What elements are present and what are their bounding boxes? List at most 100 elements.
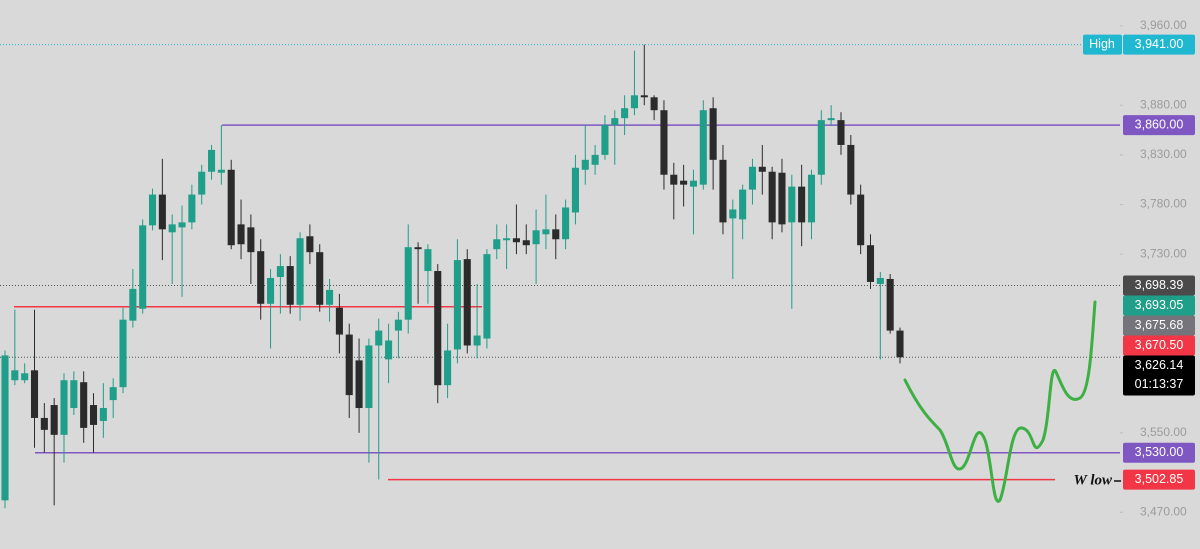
price-badge — [1123, 275, 1195, 296]
candle-body — [89, 405, 98, 425]
candle-body — [847, 144, 855, 195]
candle-body — [70, 380, 78, 409]
candle-body — [876, 277, 884, 284]
candle-body — [522, 240, 530, 246]
name-badge — [1083, 34, 1122, 55]
candle-body — [552, 229, 560, 240]
price-badge — [1123, 355, 1195, 396]
candle-body — [267, 277, 275, 304]
candle-body — [817, 120, 825, 175]
candle-body — [257, 251, 265, 304]
candle-body — [503, 238, 511, 241]
annotation: W low — [1074, 472, 1113, 488]
candle-body — [168, 224, 176, 233]
candle-body — [99, 408, 107, 421]
y-tick-label: 3,960.00 — [1140, 18, 1187, 32]
candle-body — [80, 382, 88, 428]
candle-body — [640, 95, 648, 98]
price-badge — [1123, 442, 1195, 463]
candles-layer — [1, 44, 904, 509]
candle-body — [60, 380, 68, 435]
countdown: 01:13:37 — [1135, 377, 1184, 391]
candle-body — [227, 169, 235, 246]
y-tick-label: 3,780.00 — [1140, 197, 1187, 211]
candle-body — [896, 330, 904, 358]
candle-body — [798, 186, 806, 223]
candle-body — [768, 171, 776, 223]
candle-body — [414, 247, 422, 250]
candle-body — [424, 249, 432, 272]
candle-body — [453, 260, 461, 350]
name-badge-label: High — [1089, 37, 1115, 51]
price-badge-label: 3,670.50 — [1135, 338, 1184, 352]
candle-body — [493, 239, 501, 250]
candle-body — [719, 159, 727, 223]
candle-body — [562, 207, 570, 240]
candle-body — [650, 97, 658, 111]
candle-body — [886, 278, 894, 331]
price-badge-label: 3,502.85 — [1135, 472, 1184, 486]
y-tick-label: 3,470.00 — [1140, 504, 1187, 518]
candle-body — [139, 225, 147, 309]
price-badge-label: 3,693.05 — [1135, 298, 1184, 312]
candle-body — [217, 169, 225, 173]
candle-body — [601, 125, 609, 155]
price-badge — [1123, 315, 1195, 336]
price-badge — [1123, 34, 1195, 55]
candle-body — [119, 319, 127, 388]
candle-body — [857, 194, 865, 246]
candle-body — [581, 159, 589, 170]
candle-body — [837, 120, 845, 145]
candle-body — [276, 266, 284, 277]
candle-body — [1, 355, 9, 501]
candle-body — [473, 335, 481, 346]
price-badge-label: 3,698.39 — [1135, 278, 1184, 292]
candle-body — [345, 334, 353, 396]
candle-body — [807, 174, 816, 223]
candle-body — [866, 245, 875, 282]
candle-body — [591, 154, 599, 165]
candle-body — [444, 350, 452, 386]
candle-body — [611, 118, 619, 126]
candle-body — [699, 110, 707, 185]
candle-body — [158, 194, 166, 230]
candle-body — [335, 307, 343, 335]
candle-body — [778, 172, 786, 225]
candle-body — [286, 266, 294, 305]
candle-body — [375, 330, 383, 346]
candle-body — [207, 149, 216, 172]
price-badge-label: 3,530.00 — [1135, 445, 1184, 459]
candle-body — [434, 271, 442, 386]
price-badge-label: 3,941.00 — [1135, 37, 1184, 51]
candle-body — [670, 174, 678, 185]
candle-body — [404, 247, 412, 320]
candle-body — [365, 345, 373, 409]
candle-body — [129, 288, 137, 321]
candle-body — [355, 360, 363, 409]
candle-body — [660, 110, 668, 175]
y-tick-label: 3,730.00 — [1140, 246, 1187, 260]
candle-body — [178, 222, 186, 228]
candle-body — [463, 259, 471, 346]
candle-body — [571, 167, 579, 213]
grid-layer: 3,960.00 3,880.00 3,830.00 3,780.00 3,730.00… — [0, 18, 1187, 518]
candle-body — [148, 194, 157, 226]
candle-body — [237, 224, 245, 245]
price-badge — [1123, 295, 1195, 316]
candle-body — [621, 108, 629, 119]
candle-body — [739, 189, 747, 220]
candle-body — [21, 373, 29, 381]
candle-body — [689, 180, 698, 187]
candle-body — [512, 238, 520, 243]
candle-body — [11, 370, 19, 381]
candle-body — [40, 417, 48, 430]
candle-body — [50, 405, 58, 435]
y-tick-label: 3,830.00 — [1140, 147, 1187, 161]
candle-body — [532, 230, 540, 245]
candle-body — [630, 95, 638, 109]
y-tick-label: 3,550.00 — [1140, 425, 1187, 439]
candle-body — [827, 118, 835, 121]
